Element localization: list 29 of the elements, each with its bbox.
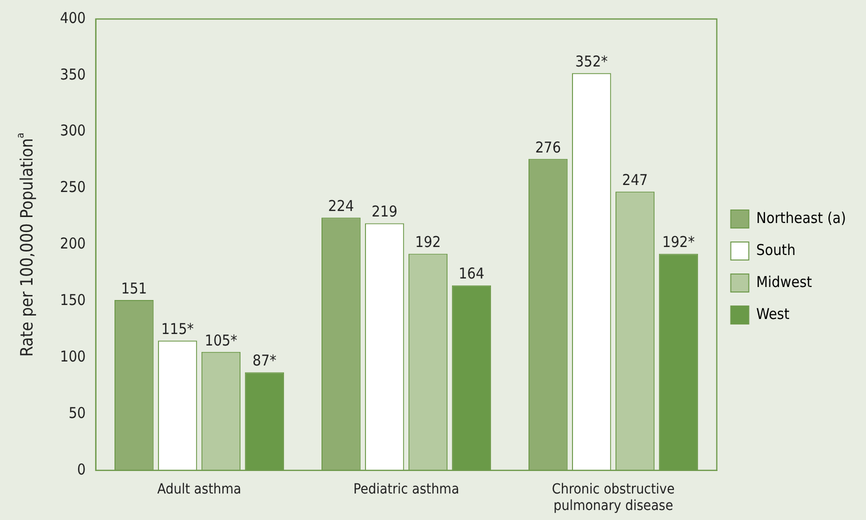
data-label: 224 xyxy=(328,197,354,216)
legend-label: Midwest xyxy=(756,272,812,291)
data-label: 115* xyxy=(161,320,194,338)
x-tick-label: Chronic obstructive pulmonary disease xyxy=(552,481,675,514)
data-label: 192 xyxy=(415,233,441,252)
y-tick-label: 250 xyxy=(60,178,86,196)
y-axis-title: Rate per 100,000 Populationa xyxy=(16,132,38,357)
y-tick-label: 300 xyxy=(60,122,86,140)
data-label: 192* xyxy=(662,233,695,252)
y-tick-label: 100 xyxy=(60,347,86,366)
legend-label: South xyxy=(756,240,796,259)
y-tick-label: 200 xyxy=(60,234,86,253)
data-label: 87* xyxy=(252,352,277,370)
x-tick-label: Pediatric asthma xyxy=(353,481,460,498)
data-label: 164 xyxy=(458,264,484,283)
x-tick-label: Adult asthma xyxy=(157,481,242,498)
legend-label: Northeast (a) xyxy=(756,208,846,227)
y-tick-label: 150 xyxy=(60,291,86,310)
y-tick-label: 350 xyxy=(60,65,86,84)
data-label: 352* xyxy=(575,52,608,71)
data-label: 151 xyxy=(121,279,147,298)
data-label: 105* xyxy=(204,331,238,350)
data-label: 247 xyxy=(622,171,648,190)
legend-label: West xyxy=(756,304,790,323)
y-tick-label: 400 xyxy=(60,8,86,27)
y-tick-label: 0 xyxy=(77,460,86,478)
y-tick-label: 50 xyxy=(68,404,86,422)
data-label: 219 xyxy=(372,202,398,221)
data-label: 276 xyxy=(535,138,561,156)
